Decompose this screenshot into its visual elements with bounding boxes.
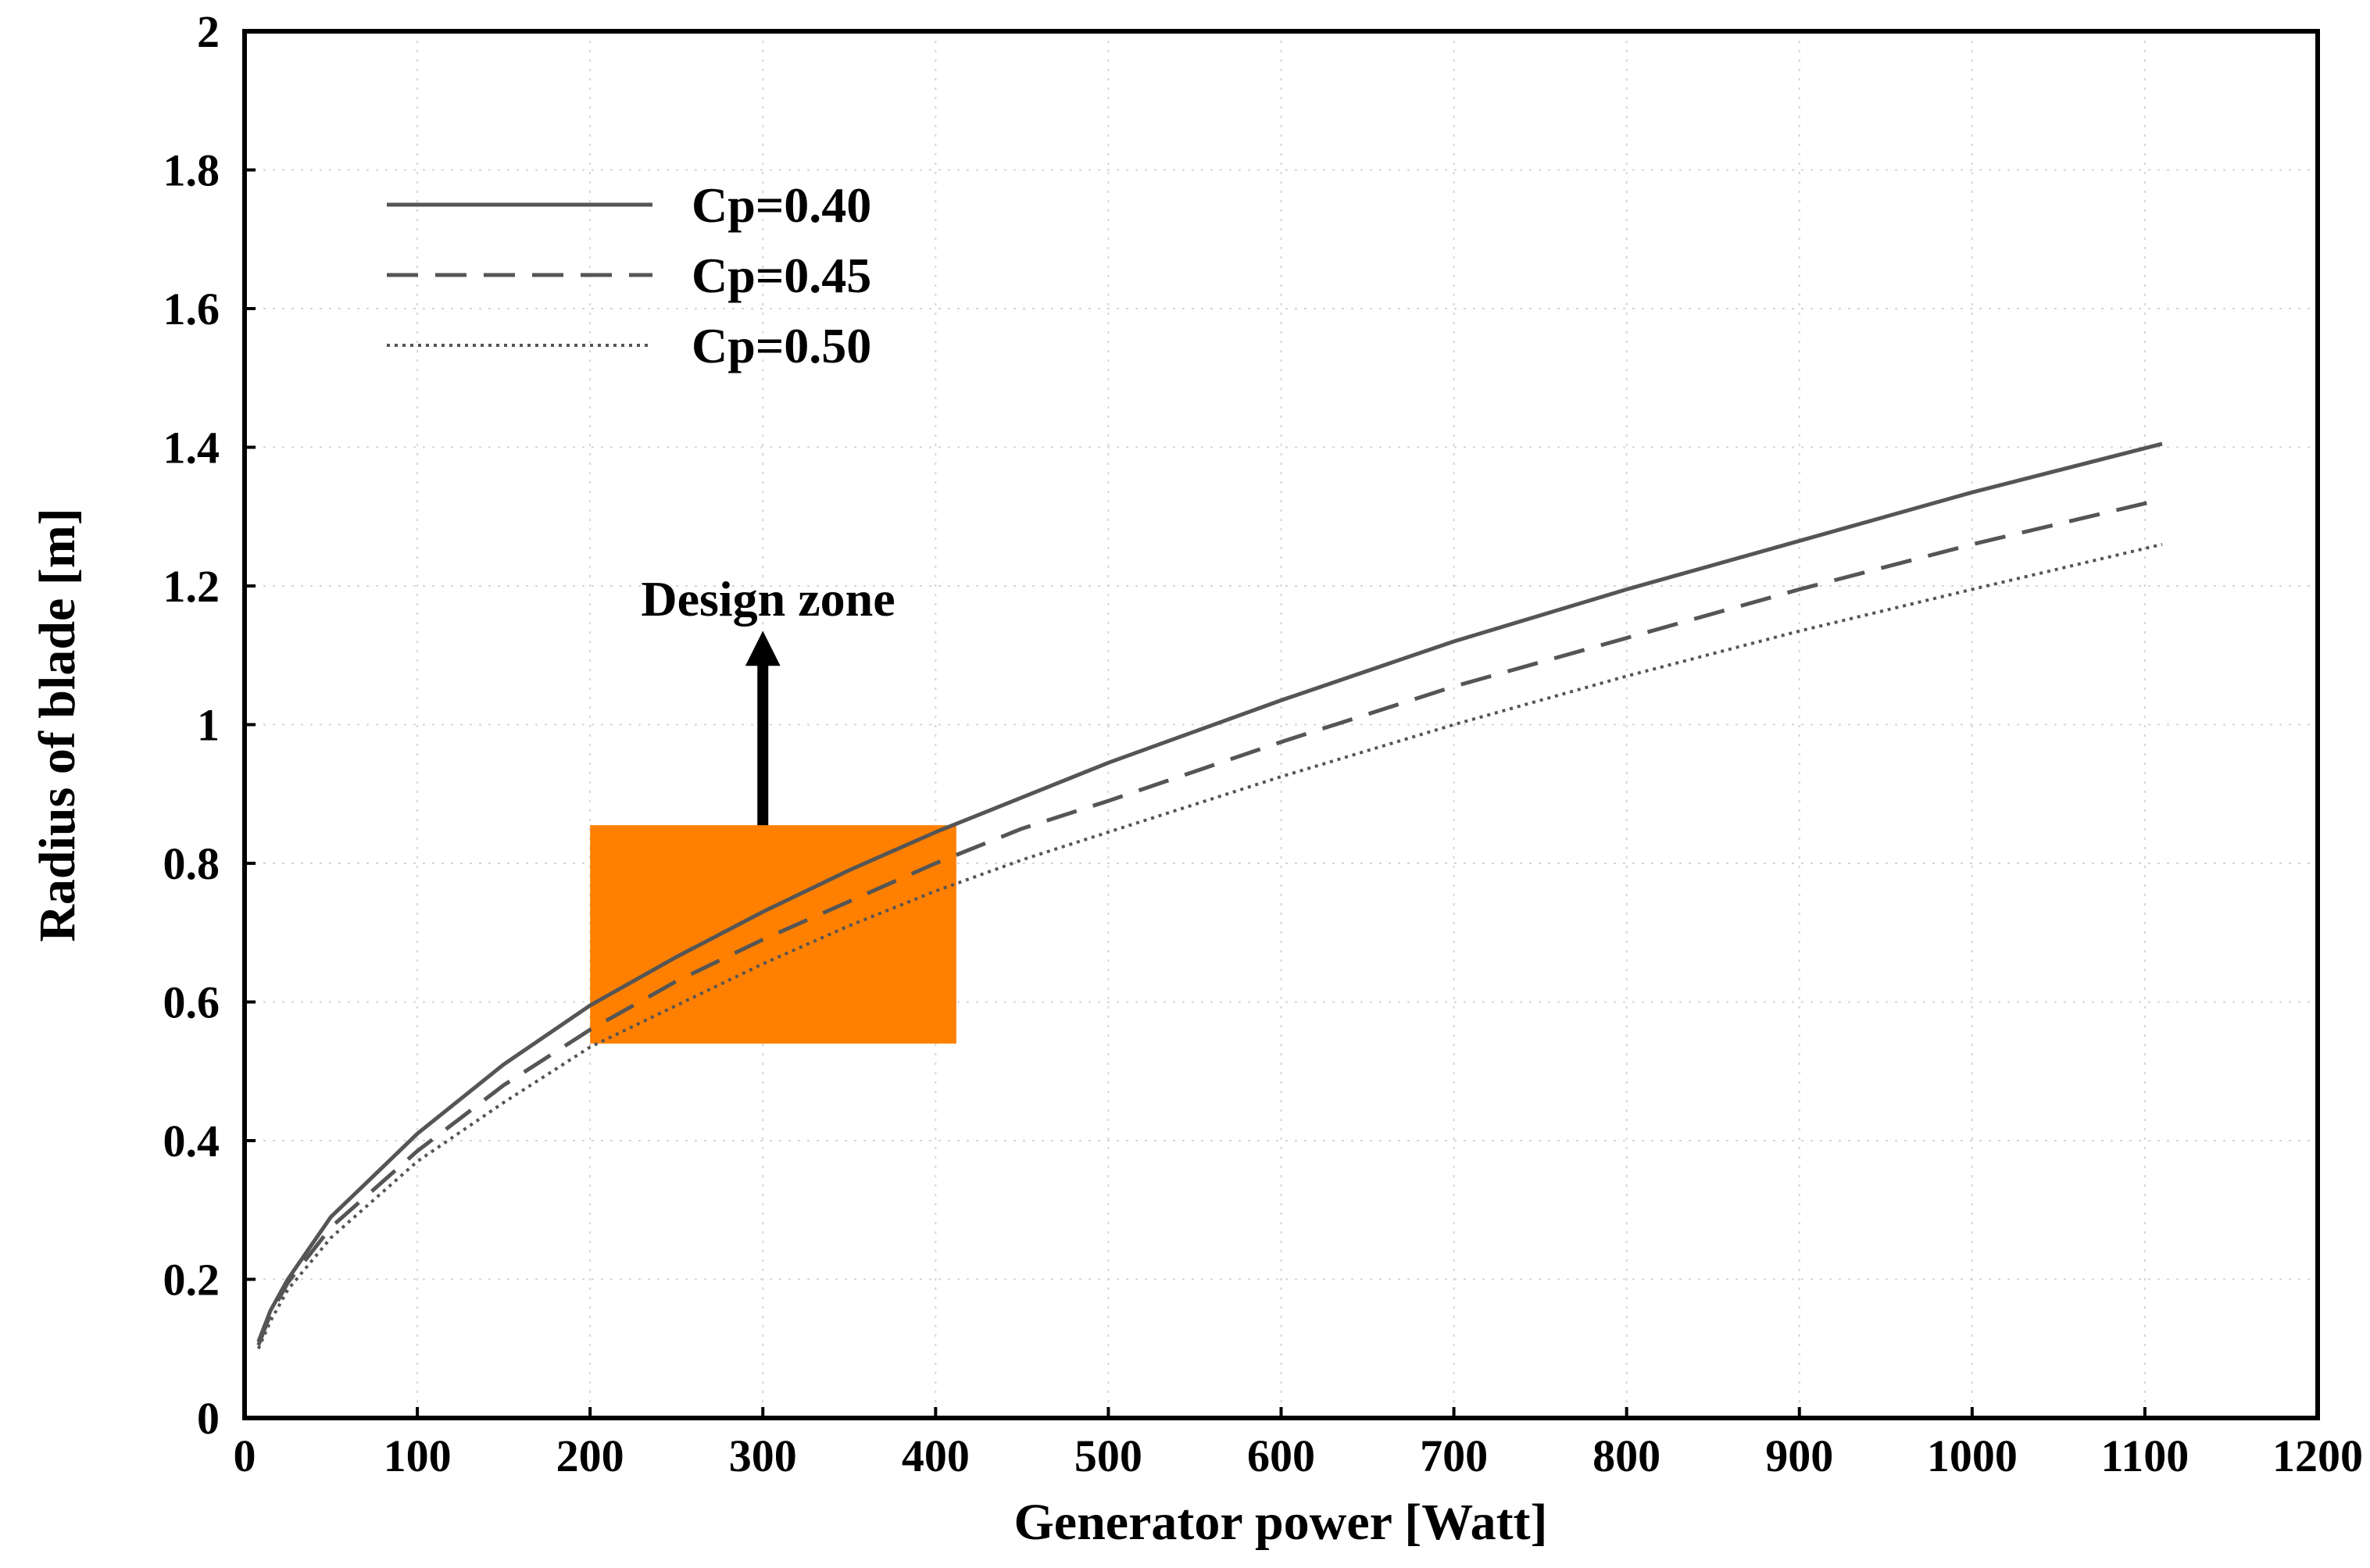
y-tick-label: 2 <box>197 6 220 57</box>
series-line-cp045 <box>256 497 2163 1346</box>
series-line-cp050 <box>256 542 2163 1350</box>
x-axis-title: Generator power [Watt] <box>1013 1494 1547 1551</box>
y-tick-label: 0.2 <box>163 1255 220 1305</box>
x-tick-label: 1000 <box>1927 1430 2018 1481</box>
y-tick-label: 1.4 <box>163 423 220 473</box>
x-tick-label: 500 <box>1074 1430 1142 1481</box>
legend: Cp=0.40 Cp=0.45 Cp=0.50 <box>387 177 871 373</box>
x-tick-label: 200 <box>556 1430 624 1481</box>
design-zone-box <box>590 825 956 1044</box>
design-zone <box>590 630 956 1044</box>
y-axis-title: Radius of blade [m] <box>29 508 86 942</box>
x-tick-label: 400 <box>902 1430 970 1481</box>
x-tick-label: 1200 <box>2272 1430 2363 1481</box>
y-tick-labels: 0 0.2 0.4 0.6 0.8 1 1.2 1.4 1.6 1.8 2 <box>163 6 220 1444</box>
axis-ticks <box>243 30 2319 1420</box>
legend-label-cp040: Cp=0.40 <box>692 177 871 233</box>
y-tick-label: 0.8 <box>163 838 220 889</box>
y-tick-label: 1.8 <box>163 145 220 196</box>
y-tick-label: 0 <box>197 1393 220 1444</box>
x-tick-label: 100 <box>384 1430 452 1481</box>
x-tick-label: 600 <box>1247 1430 1315 1481</box>
x-tick-label: 900 <box>1765 1430 1833 1481</box>
y-tick-label: 1.2 <box>163 561 220 612</box>
x-tick-label: 0 <box>234 1430 256 1481</box>
x-tick-label: 1100 <box>2101 1430 2189 1481</box>
design-zone-label: Design zone <box>641 571 895 627</box>
series-lines <box>256 441 2163 1350</box>
series-line-cp040 <box>256 441 2163 1343</box>
y-tick-label: 1.6 <box>163 284 220 334</box>
y-tick-label: 0.6 <box>163 977 220 1028</box>
y-tick-label: 0.4 <box>163 1116 220 1166</box>
y-tick-label: 1 <box>197 700 220 751</box>
legend-label-cp045: Cp=0.45 <box>692 248 871 303</box>
x-tick-label: 700 <box>1420 1430 1488 1481</box>
x-tick-labels: 0 100 200 300 400 500 600 700 800 900 1000 1100 1200 <box>234 1430 2364 1481</box>
grid <box>245 31 2318 1418</box>
x-tick-label: 800 <box>1593 1430 1660 1481</box>
x-tick-label: 300 <box>729 1430 797 1481</box>
legend-label-cp050: Cp=0.50 <box>692 318 871 373</box>
